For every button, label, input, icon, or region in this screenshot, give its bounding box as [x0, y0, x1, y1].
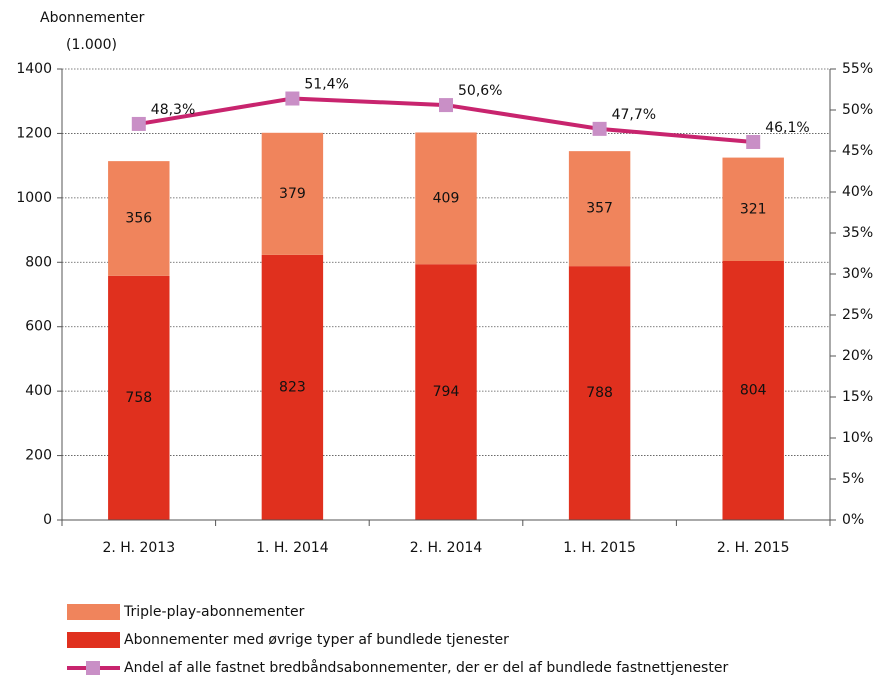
bar-value-label: 794 — [433, 384, 460, 400]
line-value-label: 51,4% — [304, 77, 348, 93]
y2-tick-label: 15% — [842, 389, 873, 405]
y2-tick-label: 55% — [842, 61, 873, 77]
legend-label: Abonnementer med øvrige typer af bundled… — [124, 632, 509, 648]
bar — [415, 132, 477, 265]
y2-tick-label: 10% — [842, 430, 873, 446]
y-tick-label: 600 — [25, 319, 52, 335]
line-value-label: 46,1% — [765, 120, 809, 136]
y-tick-label: 200 — [25, 448, 52, 464]
bar-value-label: 409 — [433, 190, 460, 206]
line-value-label: 50,6% — [458, 83, 502, 99]
bar — [261, 132, 324, 255]
x-tick-label: 2. H. 2014 — [410, 540, 483, 556]
y-tick-label: 1200 — [16, 125, 52, 141]
y2-tick-label: 25% — [842, 307, 873, 323]
line-marker — [285, 91, 300, 106]
bar — [568, 266, 631, 520]
bar-value-label: 758 — [125, 390, 152, 406]
y-tick-label: 0 — [43, 512, 52, 528]
y-tick-label: 800 — [25, 254, 52, 270]
y2-tick-label: 50% — [842, 102, 873, 118]
y2-tick-label: 45% — [842, 143, 873, 159]
bar — [722, 157, 784, 261]
bar-value-label: 788 — [586, 385, 613, 401]
y2-tick-label: 35% — [842, 225, 873, 241]
line-value-label: 48,3% — [151, 102, 195, 118]
y2-tick-label: 0% — [842, 512, 864, 528]
legend-marker — [86, 661, 100, 675]
bar — [415, 264, 477, 520]
legend-swatch — [67, 632, 120, 648]
bar — [568, 151, 631, 267]
line-marker — [439, 98, 453, 113]
bar-value-label: 356 — [125, 210, 152, 226]
x-tick-label: 1. H. 2014 — [256, 540, 329, 556]
y-tick-label: 1400 — [16, 61, 52, 77]
bar — [108, 161, 170, 276]
y-tick-label: 400 — [25, 383, 52, 399]
line-marker — [746, 134, 761, 149]
y2-tick-label: 30% — [842, 266, 873, 282]
bar-value-label: 357 — [586, 201, 613, 217]
x-tick-label: 2. H. 2013 — [102, 540, 175, 556]
bar — [722, 260, 784, 520]
legend-swatch — [67, 604, 120, 620]
y2-tick-label: 20% — [842, 348, 873, 364]
y-tick-label: 1000 — [16, 190, 52, 206]
legend-label: Andel af alle fastnet bredbåndsabonnemen… — [124, 659, 728, 676]
bar-value-label: 321 — [740, 201, 767, 217]
x-tick-label: 2. H. 2015 — [717, 540, 790, 556]
y-axis-title: Abonnementer — [40, 10, 145, 26]
bar — [108, 275, 170, 520]
line-marker — [131, 116, 146, 131]
bar — [261, 254, 324, 520]
y-axis-unit: (1.000) — [66, 37, 117, 53]
bar-value-label: 379 — [279, 186, 306, 202]
x-tick-label: 1. H. 2015 — [563, 540, 636, 556]
bar-value-label: 823 — [279, 379, 306, 395]
bar-value-label: 804 — [740, 382, 767, 398]
line-marker — [592, 121, 607, 136]
y2-tick-label: 5% — [842, 471, 864, 487]
y2-tick-label: 40% — [842, 184, 873, 200]
legend-label: Triple-play-abonnementer — [123, 604, 305, 620]
line-value-label: 47,7% — [612, 107, 656, 123]
